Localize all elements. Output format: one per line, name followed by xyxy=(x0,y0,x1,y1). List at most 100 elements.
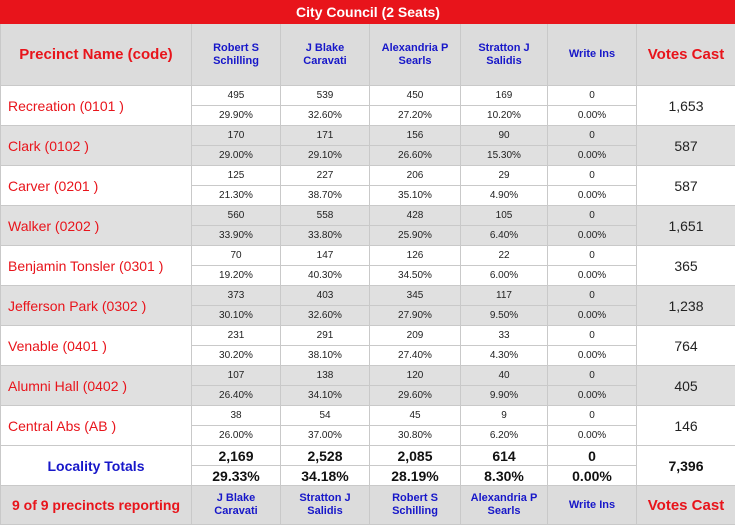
precinct-column-header: Precinct Name (code) xyxy=(0,23,192,86)
vote-percent-cell: 19.20% xyxy=(191,265,281,286)
precinct-name: Clark (0102 ) xyxy=(0,125,192,166)
vote-count-cell: 0 xyxy=(547,245,637,266)
vote-count-cell: 0 xyxy=(547,165,637,186)
vote-percent-cell: 6.20% xyxy=(460,425,548,446)
candidate-header: J Blake Caravati xyxy=(280,23,370,86)
total-votes-cell: 2,085 xyxy=(369,445,461,466)
vote-percent-cell: 6.00% xyxy=(460,265,548,286)
precinct-pct-row: 21.30% 38.70% 35.10% 4.90% 0.00% xyxy=(1,185,735,206)
vote-count-cell: 40 xyxy=(460,365,548,386)
vote-percent-cell: 6.40% xyxy=(460,225,548,246)
vote-percent-cell: 26.60% xyxy=(369,145,461,166)
precinct-name: Walker (0202 ) xyxy=(0,205,192,246)
vote-count-cell: 558 xyxy=(280,205,370,226)
candidate-first-name: Robert S xyxy=(392,492,438,504)
vote-percent-cell: 0.00% xyxy=(547,225,637,246)
vote-count-cell: 22 xyxy=(460,245,548,266)
vote-percent-cell: 27.20% xyxy=(369,105,461,126)
candidate-last-name: Caravati xyxy=(214,505,258,517)
precinct-name: Carver (0201 ) xyxy=(0,165,192,206)
vote-count-cell: 33 xyxy=(460,325,548,346)
vote-percent-cell: 0.00% xyxy=(547,305,637,326)
candidate-first-name: Write Ins xyxy=(568,498,616,511)
vote-count-cell: 428 xyxy=(369,205,461,226)
votes-cast-cell: 1,651 xyxy=(636,205,735,246)
precincts-reporting: 9 of 9 precincts reporting xyxy=(0,485,192,525)
vote-count-cell: 0 xyxy=(547,205,637,226)
votes-cast-cell: 587 xyxy=(636,125,735,166)
vote-percent-cell: 29.60% xyxy=(369,385,461,406)
precinct-pct-row: 26.40% 34.10% 29.60% 9.90% 0.00% xyxy=(1,385,735,406)
precinct-name: Recreation (0101 ) xyxy=(0,85,192,126)
vote-count-cell: 0 xyxy=(547,365,637,386)
vote-count-cell: 9 xyxy=(460,405,548,426)
vote-percent-cell: 0.00% xyxy=(547,185,637,206)
vote-percent-cell: 29.90% xyxy=(191,105,281,126)
vote-percent-cell: 27.40% xyxy=(369,345,461,366)
vote-count-cell: 0 xyxy=(547,405,637,426)
votes-cast-cell: 1,653 xyxy=(636,85,735,126)
vote-percent-cell: 4.90% xyxy=(460,185,548,206)
candidate-last-name: Schilling xyxy=(392,505,438,517)
vote-percent-cell: 0.00% xyxy=(547,265,637,286)
vote-percent-cell: 35.10% xyxy=(369,185,461,206)
votes-cast-cell: 405 xyxy=(636,365,735,406)
vote-count-cell: 125 xyxy=(191,165,281,186)
candidate-footer: Stratton J Salidis xyxy=(280,485,370,525)
vote-count-cell: 373 xyxy=(191,285,281,306)
vote-percent-cell: 37.00% xyxy=(280,425,370,446)
vote-count-cell: 70 xyxy=(191,245,281,266)
vote-count-cell: 54 xyxy=(280,405,370,426)
vote-count-cell: 227 xyxy=(280,165,370,186)
vote-count-cell: 147 xyxy=(280,245,370,266)
votes-cast-cell: 587 xyxy=(636,165,735,206)
vote-count-cell: 495 xyxy=(191,85,281,106)
vote-percent-cell: 33.90% xyxy=(191,225,281,246)
vote-count-cell: 169 xyxy=(460,85,548,106)
vote-percent-cell: 38.10% xyxy=(280,345,370,366)
candidate-header: Robert S Schilling xyxy=(191,23,281,86)
total-percent-cell: 0.00% xyxy=(547,465,637,486)
candidate-last-name: Searls xyxy=(487,505,521,517)
votes-cast-cell: 146 xyxy=(636,405,735,446)
vote-count-cell: 560 xyxy=(191,205,281,226)
votes-cast-footer: Votes Cast xyxy=(636,485,735,525)
vote-percent-cell: 30.10% xyxy=(191,305,281,326)
vote-percent-cell: 0.00% xyxy=(547,385,637,406)
precinct-name: Venable (0401 ) xyxy=(0,325,192,366)
vote-percent-cell: 30.20% xyxy=(191,345,281,366)
vote-count-cell: 345 xyxy=(369,285,461,306)
title-row: City Council (2 Seats) xyxy=(0,0,735,24)
grand-total-cell: 7,396 xyxy=(636,445,735,486)
vote-percent-cell: 0.00% xyxy=(547,145,637,166)
vote-count-cell: 126 xyxy=(369,245,461,266)
precinct-row: Alumni Hall (0402 ) 107 138 120 40 0 405 xyxy=(0,365,735,406)
precinct-row: Jefferson Park (0302 ) 373 403 345 117 0 1,238 xyxy=(0,285,735,326)
precinct-pct-row: 29.00% 29.10% 26.60% 15.30% 0.00% xyxy=(1,145,735,166)
vote-count-cell: 171 xyxy=(280,125,370,146)
total-votes-cell: 0 xyxy=(547,445,637,466)
write-ins-header: Write Ins xyxy=(547,23,637,86)
locality-totals-label: Locality Totals xyxy=(0,445,192,486)
vote-percent-cell: 30.80% xyxy=(369,425,461,446)
vote-count-cell: 107 xyxy=(191,365,281,386)
vote-count-cell: 231 xyxy=(191,325,281,346)
precinct-row: Central Abs (AB ) 38 54 45 9 0 146 xyxy=(0,405,735,446)
precinct-row: Recreation (0101 ) 495 539 450 169 0 1,653 xyxy=(0,85,735,126)
vote-count-cell: 450 xyxy=(369,85,461,106)
vote-count-cell: 105 xyxy=(460,205,548,226)
total-votes-cell: 2,169 xyxy=(191,445,281,466)
vote-count-cell: 90 xyxy=(460,125,548,146)
precinct-pct-row: 30.10% 32.60% 27.90% 9.50% 0.00% xyxy=(1,305,735,326)
vote-percent-cell: 26.00% xyxy=(191,425,281,446)
vote-count-cell: 209 xyxy=(369,325,461,346)
race-title: City Council (2 Seats) xyxy=(0,0,735,24)
precinct-pct-row: 33.90% 33.80% 25.90% 6.40% 0.00% xyxy=(1,225,735,246)
vote-count-cell: 206 xyxy=(369,165,461,186)
vote-percent-cell: 34.50% xyxy=(369,265,461,286)
vote-percent-cell: 0.00% xyxy=(547,345,637,366)
vote-percent-cell: 25.90% xyxy=(369,225,461,246)
total-percent-cell: 28.19% xyxy=(369,465,461,486)
vote-count-cell: 120 xyxy=(369,365,461,386)
